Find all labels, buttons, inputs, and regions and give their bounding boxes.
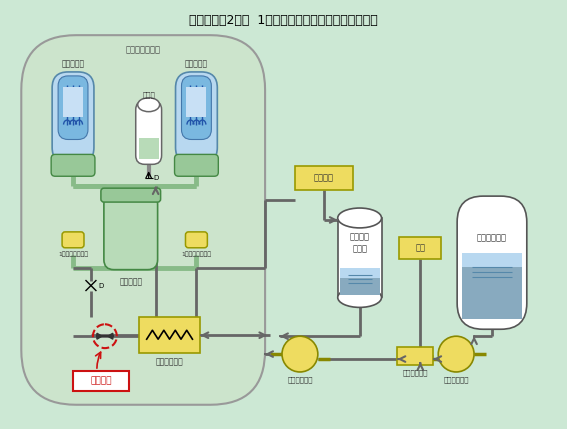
FancyBboxPatch shape <box>181 76 211 139</box>
Bar <box>139 138 159 159</box>
Bar <box>462 253 522 267</box>
Ellipse shape <box>338 208 382 228</box>
Ellipse shape <box>338 287 382 308</box>
Text: ほう酸混合器: ほう酸混合器 <box>403 369 428 376</box>
Bar <box>73 371 129 391</box>
Text: ほう酸タンク: ほう酸タンク <box>477 233 507 242</box>
FancyBboxPatch shape <box>22 35 265 405</box>
Text: 純水: 純水 <box>415 243 425 252</box>
Text: 体積制御
タンク: 体積制御 タンク <box>350 233 370 253</box>
Text: D: D <box>98 283 103 289</box>
Text: ほう酸ポンプ: ほう酸ポンプ <box>443 376 469 383</box>
FancyBboxPatch shape <box>457 196 527 329</box>
Text: 原子炉容器: 原子炉容器 <box>119 278 142 287</box>
Circle shape <box>282 336 318 372</box>
FancyBboxPatch shape <box>136 101 162 164</box>
Bar <box>397 347 433 365</box>
Text: 1次冷却材ポンプ: 1次冷却材ポンプ <box>58 252 88 257</box>
Bar <box>295 166 353 190</box>
Text: 原子炉格納容器: 原子炉格納容器 <box>125 45 160 54</box>
Text: D: D <box>154 175 159 181</box>
FancyBboxPatch shape <box>185 232 208 248</box>
Bar <box>399 237 441 259</box>
FancyBboxPatch shape <box>51 154 95 176</box>
Text: 蒸気発生器: 蒸気発生器 <box>61 59 84 68</box>
Bar <box>340 268 379 278</box>
Text: 伊方発電所2号機  1次冷却水充てん・抽出系統概略図: 伊方発電所2号機 1次冷却水充てん・抽出系統概略図 <box>189 14 378 27</box>
Text: 加圧器: 加圧器 <box>142 91 155 98</box>
Bar <box>462 263 522 319</box>
Polygon shape <box>97 333 102 339</box>
Text: 当該箇所: 当該箇所 <box>90 376 112 385</box>
FancyBboxPatch shape <box>175 154 218 176</box>
FancyBboxPatch shape <box>176 72 217 163</box>
Bar <box>63 87 83 117</box>
Text: 1次冷却材ポンプ: 1次冷却材ポンプ <box>181 252 211 257</box>
FancyBboxPatch shape <box>62 232 84 248</box>
Bar <box>340 272 379 296</box>
Ellipse shape <box>138 98 159 112</box>
Text: 再生熱交換器: 再生熱交換器 <box>156 357 184 366</box>
FancyBboxPatch shape <box>52 72 94 163</box>
Text: 充てんポンプ: 充てんポンプ <box>287 376 312 383</box>
Text: 浄化設備: 浄化設備 <box>314 174 334 183</box>
Text: 蒸気発生器: 蒸気発生器 <box>185 59 208 68</box>
Bar <box>187 87 206 117</box>
FancyBboxPatch shape <box>58 76 88 139</box>
Bar <box>139 317 200 353</box>
Circle shape <box>438 336 474 372</box>
FancyBboxPatch shape <box>104 194 158 270</box>
Polygon shape <box>108 333 113 339</box>
Bar <box>338 218 382 297</box>
FancyBboxPatch shape <box>101 188 160 202</box>
